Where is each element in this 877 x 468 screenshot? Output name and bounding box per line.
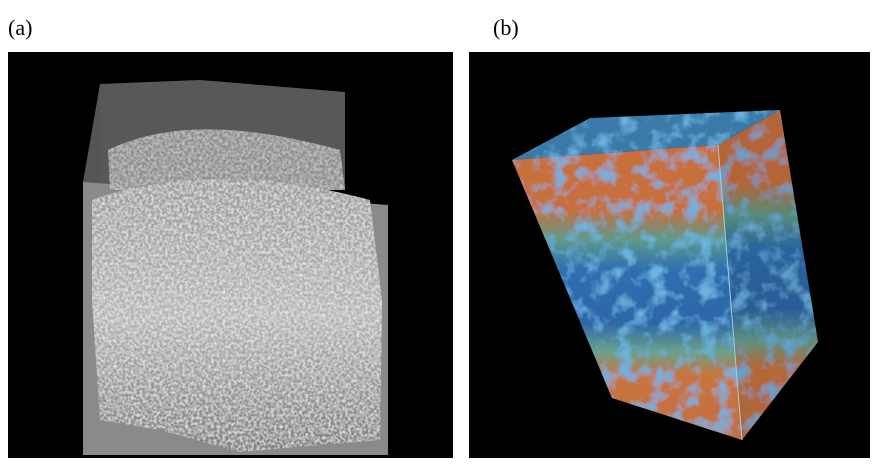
panel-a <box>8 52 453 458</box>
panel-label: (b) <box>493 15 519 40</box>
panel-b <box>469 52 870 458</box>
figure: (a) (b) <box>0 0 877 463</box>
panel-label: (a) <box>8 15 32 40</box>
